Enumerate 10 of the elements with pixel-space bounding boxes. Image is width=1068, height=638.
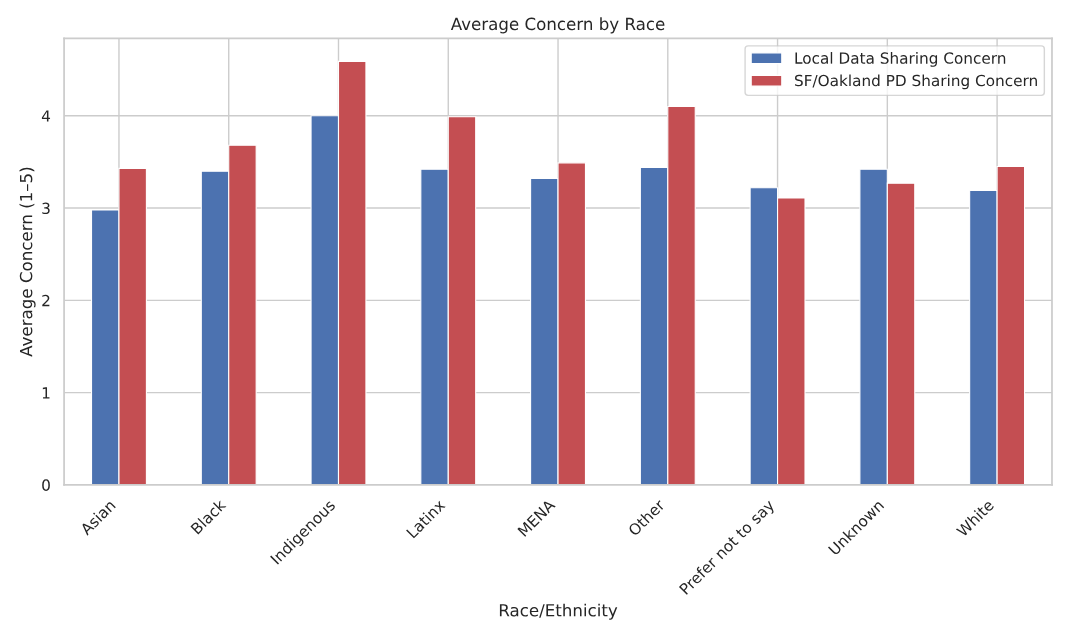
x-axis-title: Race/Ethnicity [499, 603, 618, 620]
y-tick-label: 2 [42, 294, 50, 307]
y-axis-title: Average Concern (1–5) [19, 167, 36, 357]
legend-label: Local Data Sharing Concern [795, 52, 1006, 67]
y-tick-label: 1 [42, 387, 50, 399]
y-tick-label: 3 [42, 202, 50, 215]
y-tick-label: 4 [41, 110, 51, 122]
y-tick-label: 0 [42, 479, 50, 491]
legend-label: SF/Oakland PD Sharing Concern [794, 74, 1037, 90]
chart-title: Average Concern by Race [450, 17, 665, 34]
